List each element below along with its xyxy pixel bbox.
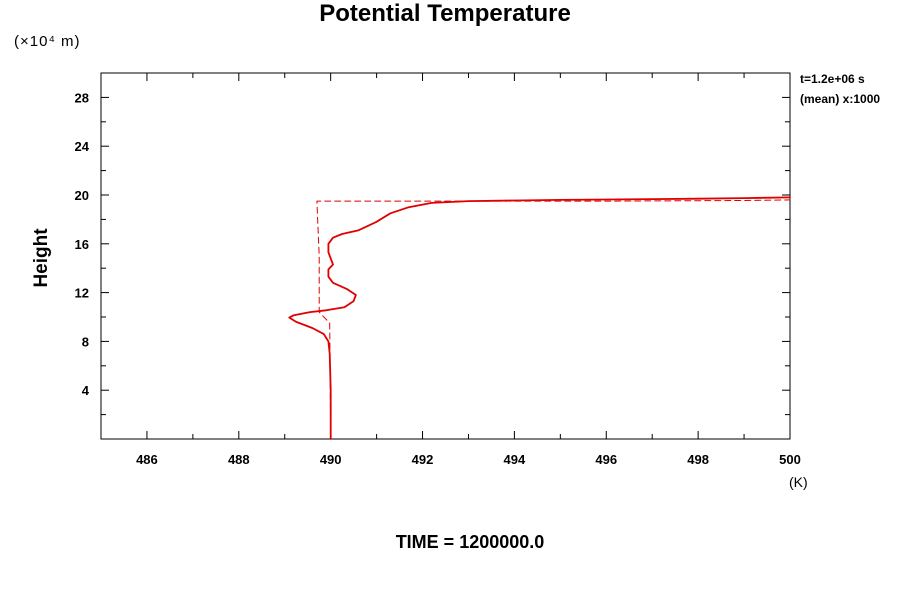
mean-annotation: (mean) x:1000 bbox=[800, 92, 881, 106]
x-tick-label: 500 bbox=[779, 452, 801, 467]
x-tick-label: 498 bbox=[687, 452, 709, 467]
y-tick-label: 24 bbox=[75, 139, 90, 154]
series-line-solid bbox=[288, 196, 791, 440]
x-tick-label: 492 bbox=[412, 452, 434, 467]
y-tick-label: 28 bbox=[75, 90, 89, 105]
x-tick-label: 496 bbox=[595, 452, 617, 467]
y-axis-unit: (×10⁴ m) bbox=[14, 33, 81, 50]
x-tick-label: 494 bbox=[504, 452, 526, 467]
x-tick-label: 488 bbox=[228, 452, 250, 467]
y-tick-label: 20 bbox=[75, 188, 89, 203]
x-axis-unit: (K) bbox=[789, 474, 808, 490]
y-tick-label: 12 bbox=[75, 286, 89, 301]
time-annotation: t=1.2e+06 s bbox=[800, 72, 865, 86]
plot-frame bbox=[100, 72, 791, 440]
chart-title: Potential Temperature bbox=[319, 0, 571, 27]
y-tick-label: 4 bbox=[82, 383, 90, 398]
y-tick-label: 8 bbox=[82, 334, 89, 349]
series-line-dashed bbox=[316, 199, 791, 440]
x-tick-label: 486 bbox=[136, 452, 158, 467]
x-tick-label: 490 bbox=[320, 452, 342, 467]
y-tick-label: 16 bbox=[75, 237, 89, 252]
time-footer: TIME = 1200000.0 bbox=[395, 532, 545, 552]
